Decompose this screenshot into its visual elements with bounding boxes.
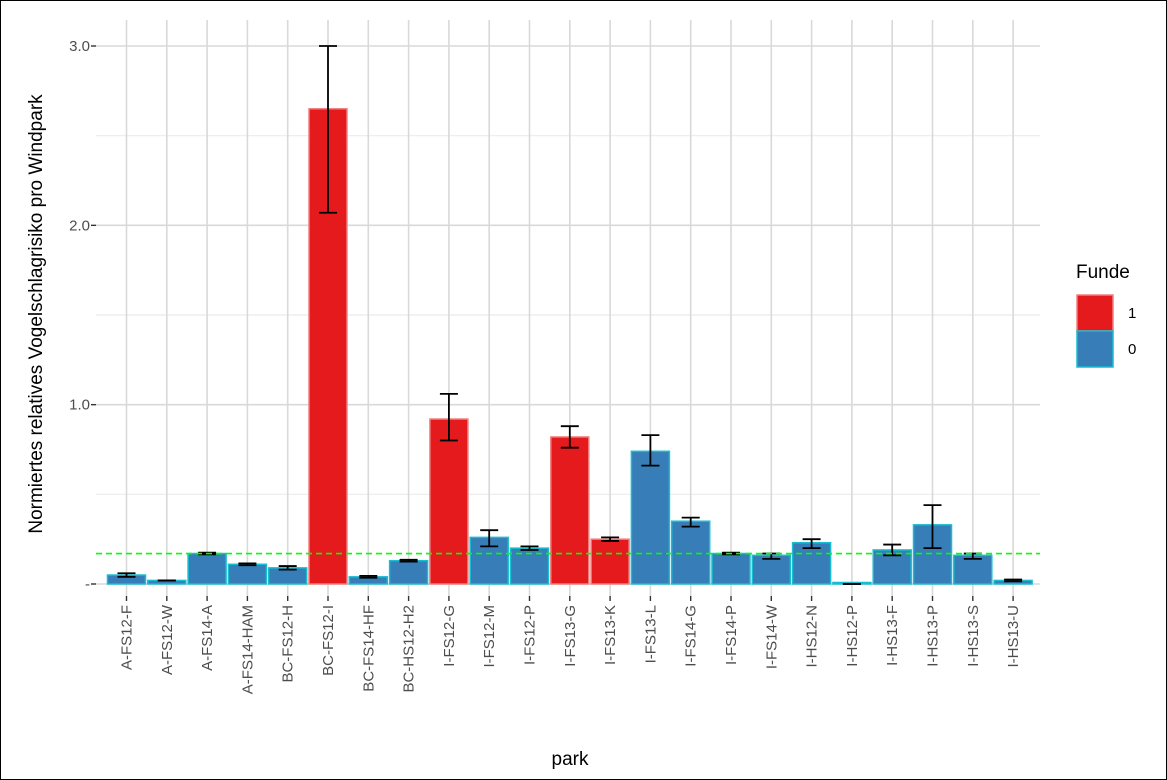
x-tick-label: I-FS12-P [522, 605, 539, 665]
error-bar-I-FS14-G [681, 516, 700, 528]
error-bar-I-HS13-F [883, 543, 902, 557]
y-tick-label: 3.0 [69, 38, 90, 55]
x-tick-label: A-FS12-F [119, 605, 136, 670]
x-tick-label: I-FS14-P [723, 605, 740, 665]
error-bar-I-FS12-P [520, 545, 539, 551]
error-bar-I-FS12-M [480, 529, 499, 548]
x-tick-label: I-HS13-U [1005, 605, 1022, 668]
error-bar-A-FS12-F [117, 572, 136, 578]
x-tick-label: BC-FS12-H [280, 605, 297, 683]
x-tick-label: I-HS13-F [884, 605, 901, 666]
x-tick-label: I-FS12-G [441, 605, 458, 667]
y-tick-label: - [85, 576, 90, 593]
legend-swatch-1 [1076, 294, 1114, 332]
y-axis-ticks: 3.0 2.0 1.0 - [69, 38, 96, 593]
x-axis-ticks: A-FS12-F A-FS12-W A-FS14-A A-FS14-HAM BC-FS1… [119, 596, 1022, 694]
error-bar-I-HS12-N [802, 538, 821, 550]
bar-I-HS12-N [791, 542, 832, 585]
error-bar-BC-FS12-I [319, 45, 337, 214]
x-tick-label: I-FS13-G [562, 605, 579, 667]
error-bar-I-FS13-L [641, 434, 660, 467]
bar-I-FS14-P [711, 552, 751, 585]
x-tick-label: A-FS14-HAM [239, 605, 256, 694]
y-tick-label: 2.0 [69, 217, 90, 234]
x-tick-label: A-FS14-A [199, 605, 216, 671]
error-bar-I-HS13-U [1004, 578, 1023, 583]
legend-label-0: 0 [1128, 341, 1136, 358]
error-bar-I-FS13-K [601, 536, 620, 542]
x-tick-label: BC-HS12-H2 [401, 605, 418, 693]
x-tick-label: I-FS14-G [683, 605, 700, 667]
bar-I-FS13-G [550, 436, 590, 585]
error-bar-I-FS12-G [439, 393, 458, 442]
error-bar-BC-FS14-HF [359, 575, 378, 579]
x-tick-label: I-FS12-M [481, 605, 498, 668]
bar-I-FS14-G [670, 520, 711, 585]
bar-A-FS14-A [187, 552, 227, 585]
error-bar-I-FS13-G [560, 425, 579, 449]
x-tick-label: I-HS12-P [844, 605, 861, 667]
bar-I-FS12-G [429, 418, 469, 585]
y-tick-label: 1.0 [69, 397, 90, 414]
x-tick-label: I-FS14-W [763, 604, 780, 669]
legend-swatch-0 [1076, 330, 1114, 368]
error-bar-BC-HS12-H2 [399, 558, 418, 563]
bar-I-FS13-K [590, 538, 630, 585]
error-bar-A-FS14-HAM [238, 562, 257, 567]
x-tick-label: A-FS12-W [159, 604, 176, 675]
legend: Funde 1 0 [1076, 262, 1136, 368]
x-tick-label: BC-FS14-HF [360, 605, 377, 692]
x-axis-title: park [552, 749, 589, 770]
bar-A-FS14-HAM [227, 563, 268, 585]
bar-BC-HS12-H2 [388, 559, 429, 585]
x-tick-label: I-HS12-N [804, 605, 821, 668]
error-bars [117, 45, 1023, 585]
error-bar-BC-FS12-H [278, 565, 297, 571]
error-bar-I-HS13-P [923, 504, 942, 550]
x-tick-label: BC-FS12-I [320, 605, 337, 676]
bar-I-FS13-L [630, 450, 671, 585]
x-tick-label: I-HS13-P [925, 605, 942, 667]
y-axis-title: Normiertes relatives Vogelschlagrisiko p… [26, 94, 47, 534]
x-tick-label: I-FS13-K [602, 605, 619, 665]
legend-title: Funde [1076, 262, 1130, 283]
legend-label-1: 1 [1128, 305, 1136, 322]
x-tick-label: I-FS13-L [642, 605, 659, 663]
x-tick-label: I-HS13-S [965, 605, 982, 667]
